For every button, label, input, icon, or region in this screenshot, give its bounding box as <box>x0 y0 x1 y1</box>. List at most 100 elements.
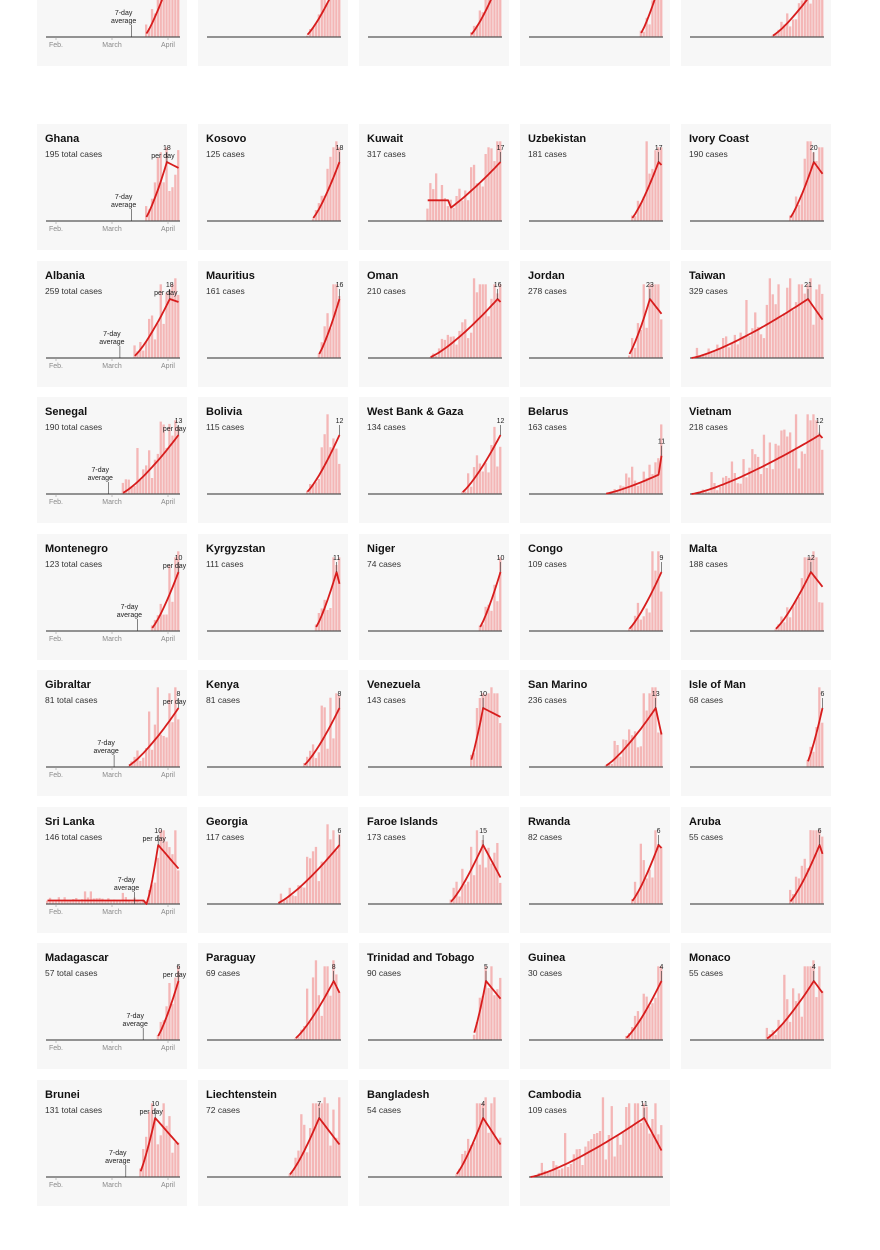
daily-case-bar <box>455 344 458 358</box>
daily-case-bar <box>809 966 812 1041</box>
case-count: 161 cases <box>206 285 245 296</box>
daily-case-bar <box>130 901 133 904</box>
peak-value-label: 21 <box>804 282 812 289</box>
country-chart-svg: 11 <box>207 555 341 632</box>
daily-case-bar <box>145 24 148 37</box>
daily-case-bar <box>812 324 815 358</box>
daily-case-bar <box>736 343 739 358</box>
daily-case-bar <box>461 491 464 494</box>
daily-case-bar <box>311 27 315 37</box>
country-name: Belarus <box>528 406 569 418</box>
country-chart-svg: 12 <box>690 550 824 632</box>
daily-case-bar <box>806 0 809 37</box>
daily-case-bar <box>148 209 151 221</box>
daily-case-bar <box>335 850 338 904</box>
country-chart-panel: San Marino 236 cases 13 <box>520 670 670 796</box>
case-count: 329 cases <box>689 285 728 296</box>
case-count: 190 total cases <box>45 422 103 432</box>
daily-case-bar <box>332 738 335 767</box>
average-label: average <box>88 475 113 482</box>
country-name: Georgia <box>206 815 248 828</box>
daily-case-bar <box>645 327 648 358</box>
daily-case-bar <box>797 283 801 358</box>
case-count: 218 cases <box>689 422 728 432</box>
daily-case-bar <box>789 432 792 494</box>
daily-case-bar <box>496 141 499 221</box>
daily-case-bar <box>165 737 168 767</box>
case-count: 109 cases <box>528 558 567 569</box>
daily-case-bar <box>156 614 159 631</box>
daily-case-bar <box>174 1141 177 1177</box>
daily-case-bar <box>335 974 338 1040</box>
daily-case-bar <box>660 147 663 222</box>
daily-case-bar <box>754 311 757 358</box>
daily-case-bar <box>725 476 728 494</box>
daily-case-bar <box>130 486 133 494</box>
country-chart-svg: 13 <box>529 687 663 768</box>
daily-case-bar <box>628 1033 631 1040</box>
daily-case-bar <box>171 0 174 37</box>
peak-value-label: 9 <box>660 555 664 562</box>
case-count: 195 total cases <box>45 149 103 159</box>
peak-value-label: 8 <box>177 691 181 698</box>
daily-case-bar <box>475 829 479 904</box>
daily-case-bar <box>317 1102 320 1177</box>
daily-case-bar <box>332 147 335 222</box>
seven-day-average-line <box>312 161 341 219</box>
daily-case-bar <box>335 141 338 221</box>
daily-case-bar <box>762 337 766 358</box>
daily-case-bar <box>818 284 821 358</box>
daily-case-bar <box>470 32 473 37</box>
country-chart-panel: Mauritius 161 cases 16 <box>198 260 348 387</box>
daily-case-bar <box>487 604 490 631</box>
daily-case-bar <box>452 335 455 358</box>
daily-case-bar <box>338 147 341 222</box>
daily-case-bar <box>464 190 467 221</box>
daily-case-bar <box>815 161 818 221</box>
daily-case-bar <box>642 196 645 221</box>
daily-case-bar <box>435 173 438 221</box>
seven-day-average-line <box>625 980 663 1039</box>
daily-case-bar <box>601 1096 605 1177</box>
x-tick-label: Feb. <box>49 1045 63 1052</box>
daily-case-bar <box>470 167 473 221</box>
daily-case-bar <box>481 996 484 1040</box>
daily-case-bar <box>150 884 154 904</box>
daily-case-bar <box>168 289 171 358</box>
daily-case-bar <box>780 316 783 358</box>
daily-case-bar <box>631 466 634 494</box>
daily-case-bar <box>490 610 493 631</box>
daily-case-bar <box>124 479 127 494</box>
seven-day-average-line <box>289 1116 341 1175</box>
peak-value-label: 4 <box>660 964 664 971</box>
daily-case-bar <box>294 1038 297 1040</box>
daily-case-bar <box>142 757 145 767</box>
country-chart-panel <box>520 0 670 66</box>
daily-case-bar <box>642 471 645 494</box>
country-chart-panel: Ghana 195 total cases 18 per day 7-day averag… <box>37 124 187 250</box>
daily-case-bar <box>159 0 162 37</box>
daily-case-bar <box>815 997 818 1040</box>
daily-case-bar <box>458 188 461 221</box>
daily-case-bar <box>719 348 722 358</box>
daily-case-bar <box>797 3 801 37</box>
country-chart-svg: 10 <box>368 555 504 632</box>
daily-case-bar <box>809 556 812 631</box>
daily-case-bar <box>156 1035 159 1040</box>
daily-case-bar <box>821 147 824 222</box>
daily-case-bar <box>639 329 642 358</box>
country-chart-panel: Monaco 55 cases 4 <box>681 943 831 1069</box>
daily-case-bar <box>481 1102 484 1177</box>
daily-case-bar <box>306 1151 309 1177</box>
daily-case-bar <box>754 454 757 494</box>
daily-case-bar <box>818 687 821 767</box>
daily-case-bar <box>818 829 821 904</box>
seven-day-average-line <box>766 980 824 1040</box>
daily-case-bar <box>654 997 657 1040</box>
daily-case-bar <box>645 1106 648 1177</box>
daily-case-bar <box>118 900 122 904</box>
daily-case-bar <box>467 337 470 358</box>
case-count: 81 total cases <box>45 695 98 705</box>
daily-case-bar <box>496 292 499 358</box>
